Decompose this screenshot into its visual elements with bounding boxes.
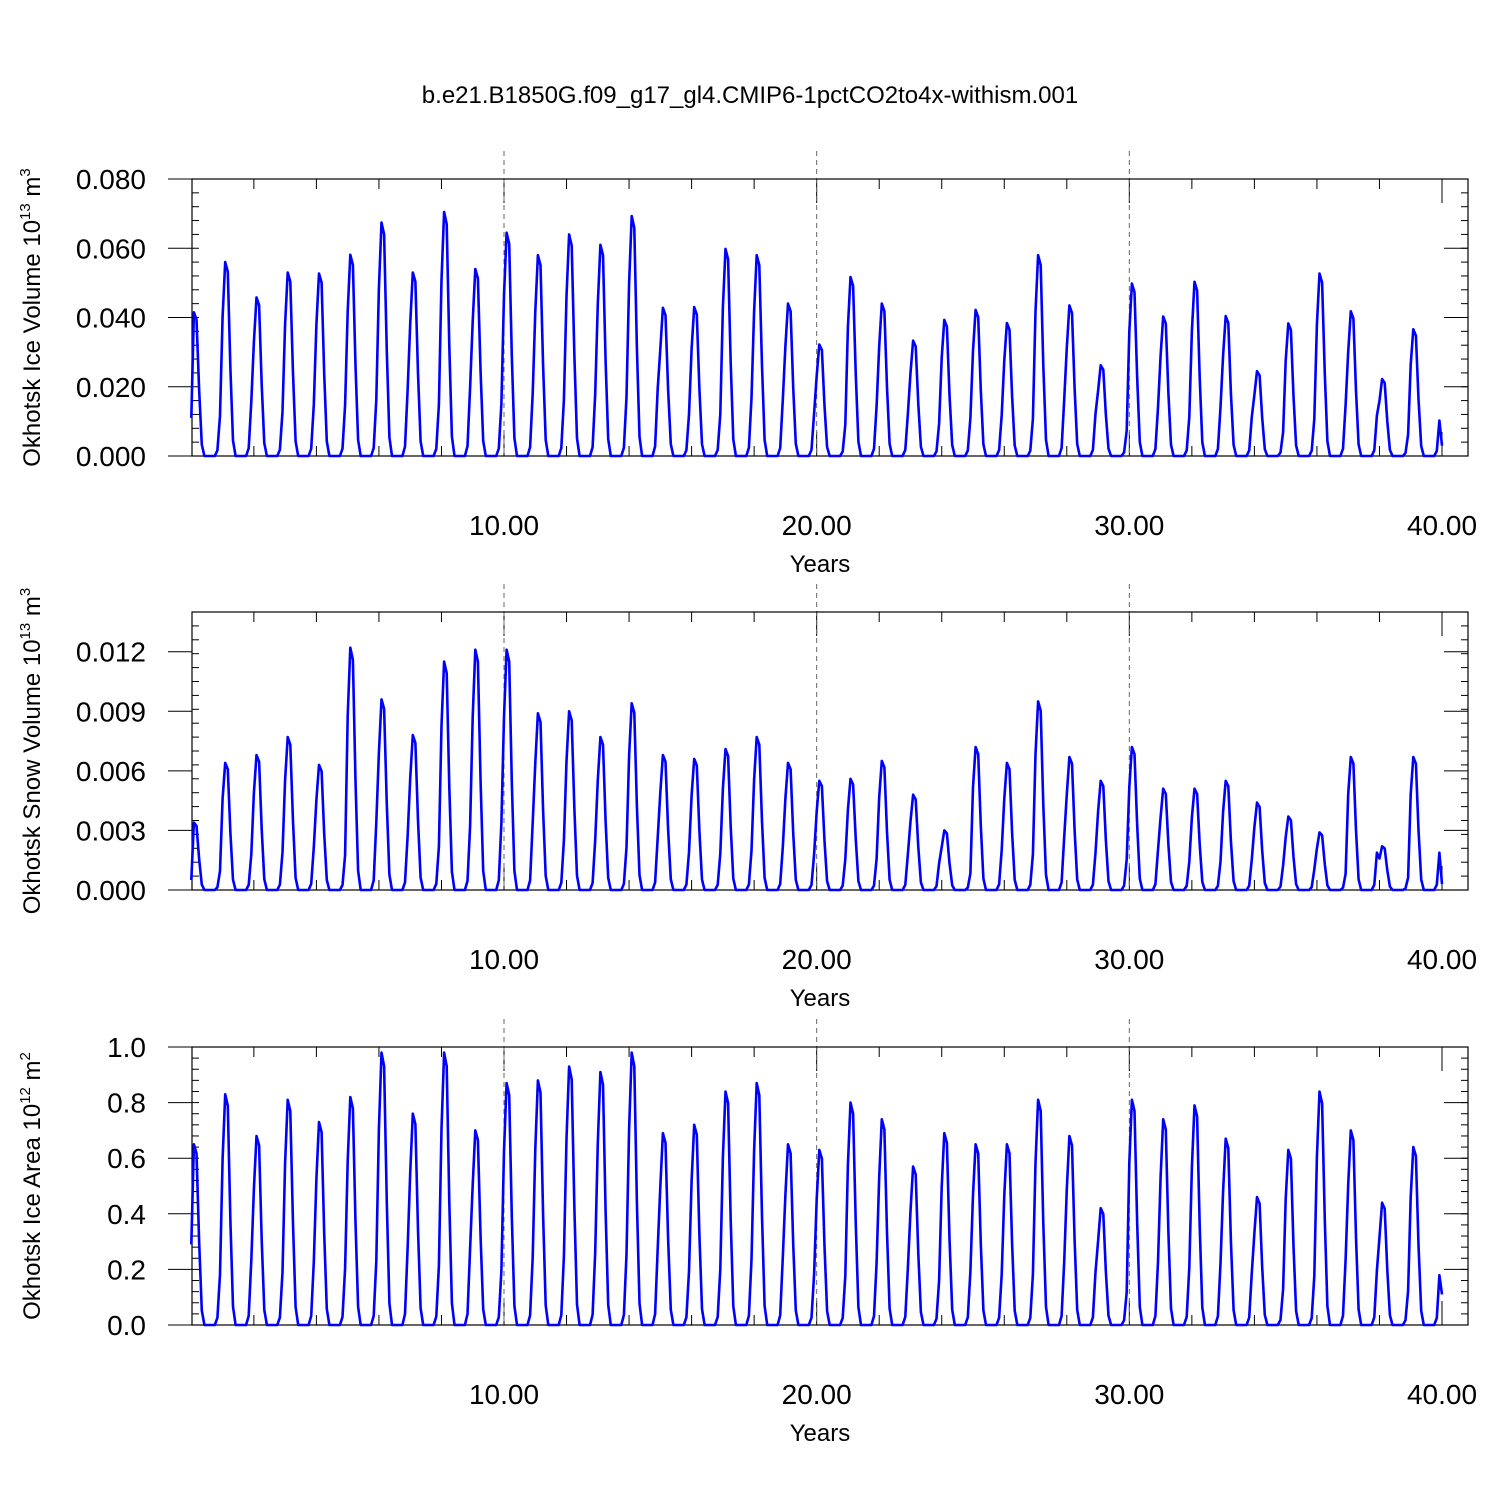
plot-frame xyxy=(191,611,1469,891)
y-tick-label: 0.012 xyxy=(76,637,146,668)
y-tick-label: 0.080 xyxy=(76,164,146,195)
x-tick-label: 20.00 xyxy=(782,1379,852,1410)
y-tick-label: 0.6 xyxy=(107,1143,146,1174)
y-tick-label: 0.020 xyxy=(76,372,146,403)
y-tick-label: 0.009 xyxy=(76,696,146,727)
x-tick-label: 10.00 xyxy=(469,944,539,975)
x-tick-label: 30.00 xyxy=(1094,510,1164,541)
x-tick-label: 40.00 xyxy=(1407,944,1477,975)
x-axis-label: Years xyxy=(790,1420,851,1447)
x-tick-label: 20.00 xyxy=(782,510,852,541)
y-tick-label: 0.060 xyxy=(76,233,146,264)
panel-2: 0.000 0.003 0.006 0.009 0.012 10.00 20.00 30.00… xyxy=(17,584,1477,1012)
y-tick-label: 0.0 xyxy=(107,1310,146,1341)
y-tick-label: 1.0 xyxy=(107,1032,146,1063)
panels-group: 0.000 0.020 0.040 0.060 0.080 10.00 20.00 30.00… xyxy=(17,151,1477,1447)
y-tick-label: 0.000 xyxy=(76,875,146,906)
y-tick-label: 0.4 xyxy=(107,1199,146,1230)
x-tick-label: 30.00 xyxy=(1094,944,1164,975)
x-tick-label: 10.00 xyxy=(469,510,539,541)
y-tick-label: 0.006 xyxy=(76,756,146,787)
series-line xyxy=(190,210,1444,458)
y-axis-label: Okhotsk Snow Volume 1013 m3 xyxy=(17,588,46,915)
y-tick-label: 0.2 xyxy=(107,1254,146,1285)
series-line xyxy=(190,1051,1444,1327)
series-line xyxy=(190,646,1444,892)
panel-1: 0.000 0.020 0.040 0.060 0.080 10.00 20.00 30.00… xyxy=(17,151,1477,578)
y-tick-label: 0.8 xyxy=(107,1088,146,1119)
x-tick-label: 40.00 xyxy=(1407,510,1477,541)
x-axis-label: Years xyxy=(790,985,851,1012)
y-tick-label: 0.003 xyxy=(76,815,146,846)
y-tick-label: 0.040 xyxy=(76,303,146,334)
x-tick-label: 20.00 xyxy=(782,944,852,975)
y-axis-label: Okhotsk Ice Area 1012 m2 xyxy=(17,1052,46,1320)
x-tick-label: 10.00 xyxy=(469,1379,539,1410)
y-axis-label: Okhotsk Ice Volume 1013 m3 xyxy=(17,168,46,467)
x-tick-label: 40.00 xyxy=(1407,1379,1477,1410)
y-tick-label: 0.000 xyxy=(76,441,146,472)
x-tick-label: 30.00 xyxy=(1094,1379,1164,1410)
chart-title: b.e21.B1850G.f09_g17_gl4.CMIP6-1pctCO2to… xyxy=(422,82,1078,109)
x-axis-label: Years xyxy=(790,551,851,578)
panel-3: 0.0 0.2 0.4 0.6 0.8 1.0 10.00 20.00 30.00 40.00 Ye… xyxy=(17,1019,1477,1447)
plot-frame xyxy=(191,178,1469,457)
